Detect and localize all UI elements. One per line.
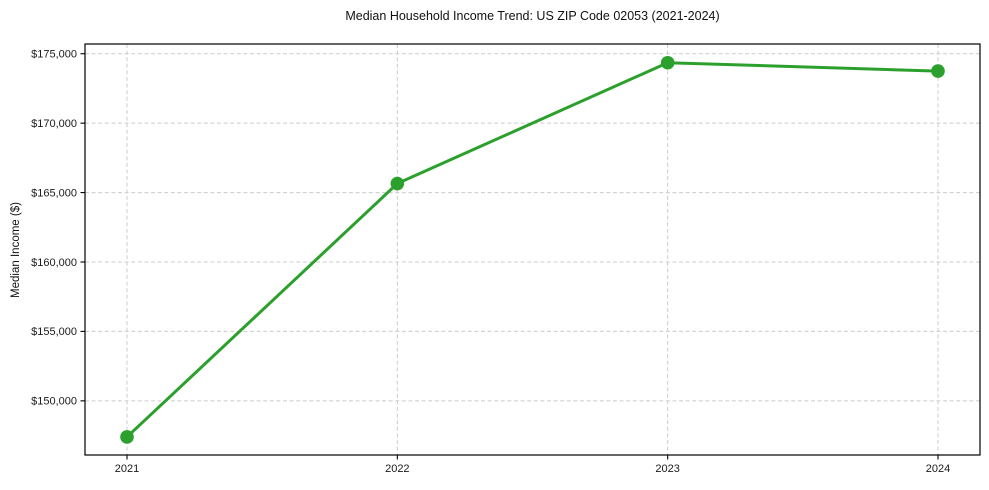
data-point-2022 xyxy=(390,176,405,191)
income-trend-line xyxy=(125,61,940,439)
y-tick-label: $155,000 xyxy=(31,326,77,338)
x-tick-label: 2022 xyxy=(385,463,409,475)
x-tick-label: 2024 xyxy=(926,463,950,475)
y-tick-label: $175,000 xyxy=(31,49,77,61)
y-tick-label: $170,000 xyxy=(31,118,77,130)
x-tick-label: 2023 xyxy=(655,463,679,475)
y-tick-label: $165,000 xyxy=(31,187,77,199)
data-point-2021 xyxy=(120,430,134,444)
y-tick-label: $160,000 xyxy=(31,257,77,269)
y-tick-label: $150,000 xyxy=(31,396,77,408)
plot-frame xyxy=(84,43,981,456)
data-point-2024 xyxy=(931,64,945,78)
x-tick-label: 2021 xyxy=(115,463,139,475)
data-point-2023 xyxy=(660,55,675,70)
chart-title: Median Household Income Trend: US ZIP Co… xyxy=(345,9,720,23)
